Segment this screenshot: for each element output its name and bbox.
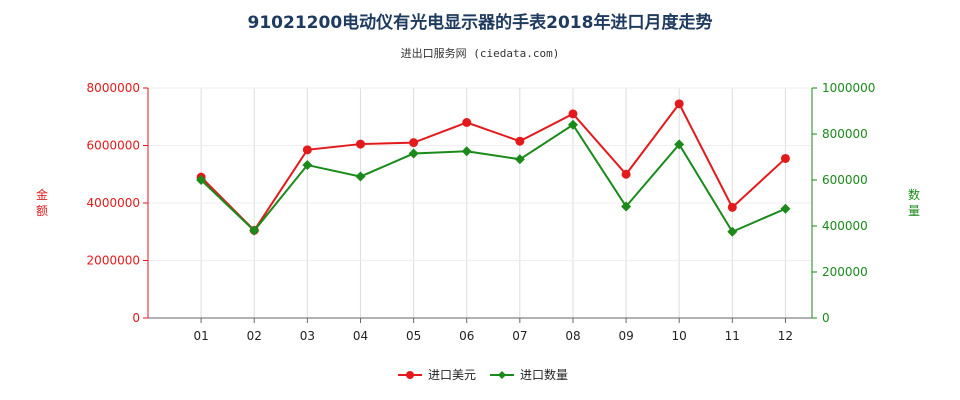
x-tick-label: 08 — [565, 329, 580, 343]
x-tick-label: 10 — [672, 329, 687, 343]
left-tick-label: 0 — [132, 311, 140, 325]
series-line-1 — [200, 101, 787, 232]
right-tick-label: 200000 — [822, 265, 868, 279]
data-point-1[interactable] — [462, 118, 472, 127]
data-point-2[interactable] — [621, 201, 632, 212]
x-tick-label: 04 — [353, 329, 368, 343]
data-point-2[interactable] — [249, 225, 260, 236]
data-point-2[interactable] — [674, 139, 685, 150]
legend-label[interactable]: 进口美元 — [428, 368, 476, 382]
right-tick-label: 600000 — [822, 173, 868, 187]
series-line-2 — [200, 123, 786, 234]
data-point-1[interactable] — [727, 202, 737, 212]
right-tick-label: 0 — [822, 311, 830, 325]
right-tick-label: 1000000 — [822, 81, 875, 95]
data-point-1[interactable] — [674, 99, 684, 109]
data-point-2[interactable] — [408, 148, 419, 159]
data-point-2[interactable] — [461, 146, 472, 157]
right-axis-label: 数量 — [908, 187, 920, 218]
x-tick-label: 09 — [618, 329, 633, 343]
data-point-2[interactable] — [727, 226, 738, 237]
data-point-1[interactable] — [302, 145, 312, 155]
data-point-1[interactable] — [780, 153, 790, 163]
data-point-1[interactable] — [568, 109, 578, 119]
x-tick-label: 03 — [300, 329, 315, 343]
data-point-2[interactable] — [196, 175, 207, 185]
right-tick-label: 400000 — [822, 219, 868, 233]
data-point-1[interactable] — [355, 139, 365, 149]
chart-subtitle: 进出口服务网 (ciedata.com) — [400, 47, 560, 60]
data-point-2[interactable] — [355, 171, 366, 182]
right-tick-label: 800000 — [822, 127, 868, 141]
data-point-2[interactable] — [514, 154, 525, 165]
x-tick-label: 07 — [512, 329, 527, 343]
left-tick-label: 6000000 — [87, 139, 140, 153]
data-point-1[interactable] — [515, 136, 525, 146]
x-tick-label: 11 — [725, 329, 740, 343]
x-tick-label: 06 — [459, 329, 474, 343]
data-point-2[interactable] — [302, 160, 313, 171]
legend-swatch-marker[interactable] — [406, 371, 414, 379]
data-point-1[interactable] — [409, 138, 419, 148]
x-tick-label: 01 — [193, 329, 208, 343]
data-point-2[interactable] — [780, 203, 791, 214]
x-tick-label: 05 — [406, 329, 421, 343]
left-tick-label: 2000000 — [87, 254, 140, 268]
legend-swatch-marker[interactable] — [498, 371, 506, 379]
data-point-1[interactable] — [621, 169, 631, 179]
left-axis-label: 金额 — [36, 187, 48, 218]
legend-label[interactable]: 进口数量 — [520, 367, 568, 382]
x-tick-label: 12 — [778, 329, 793, 343]
x-tick-label: 02 — [247, 329, 262, 343]
data-point-2[interactable] — [567, 119, 578, 130]
left-tick-label: 4000000 — [87, 196, 140, 210]
chart-title: 91021200电动仪有光电显示器的手表2018年进口月度走势 — [247, 13, 713, 33]
left-tick-label: 8000000 — [87, 81, 140, 95]
